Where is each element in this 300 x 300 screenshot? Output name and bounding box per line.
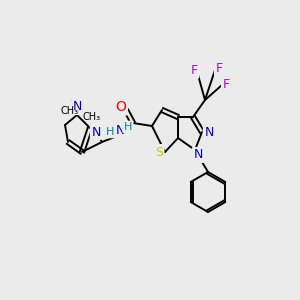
Text: H: H bbox=[124, 122, 132, 132]
Text: N: N bbox=[91, 125, 101, 139]
Text: F: F bbox=[222, 79, 230, 92]
Text: N: N bbox=[204, 125, 214, 139]
Text: O: O bbox=[116, 100, 126, 114]
Text: CH₃: CH₃ bbox=[61, 106, 79, 116]
Text: CH₃: CH₃ bbox=[83, 112, 101, 122]
Text: F: F bbox=[190, 64, 198, 77]
Text: N: N bbox=[115, 124, 125, 136]
Text: S: S bbox=[155, 146, 163, 158]
Text: N: N bbox=[193, 148, 203, 161]
Text: H: H bbox=[106, 127, 114, 137]
Text: N: N bbox=[72, 100, 82, 113]
Text: F: F bbox=[215, 61, 223, 74]
